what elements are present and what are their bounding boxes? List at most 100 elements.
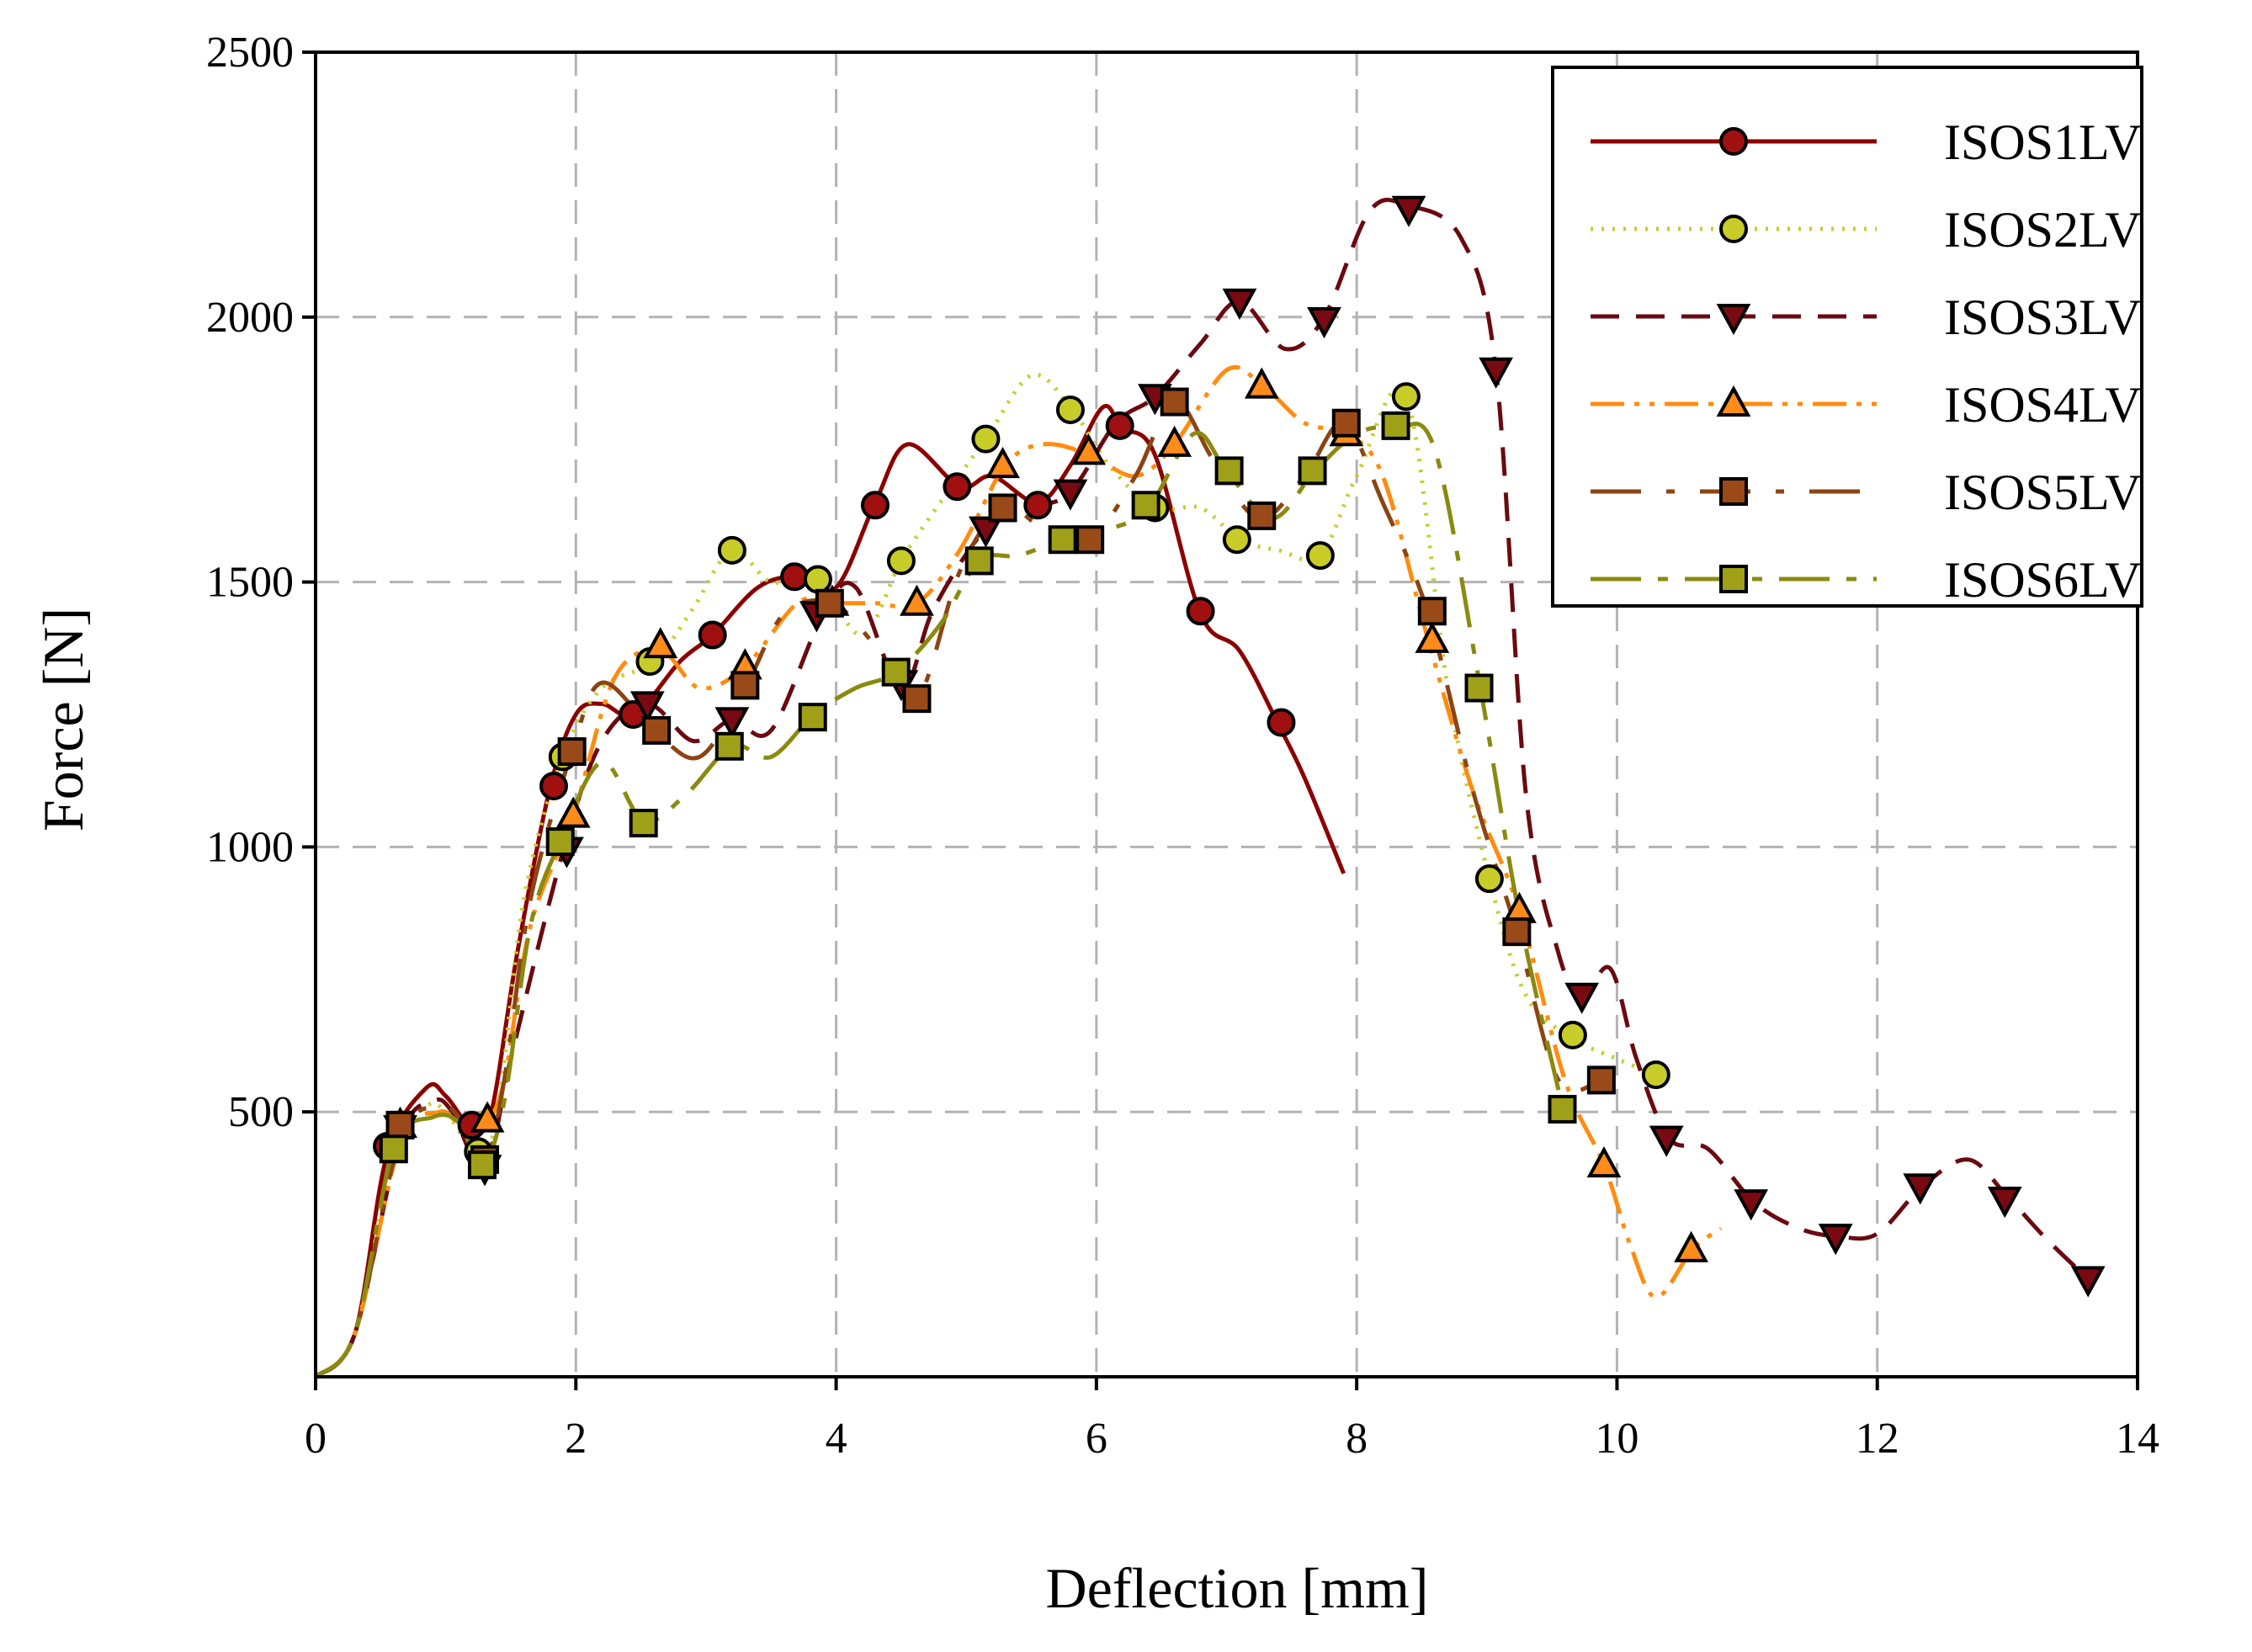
data-point-ISOS3LV xyxy=(1479,357,1513,389)
x-tick-label: 4 xyxy=(826,1415,847,1463)
data-point-ISOS3LV xyxy=(1734,1189,1769,1221)
series-markers-ISOS6LV xyxy=(379,411,1577,1180)
data-point-ISOS4LV xyxy=(643,626,678,659)
series-ISOS3LV xyxy=(314,197,2090,1378)
data-point-ISOS4LV xyxy=(1244,367,1279,399)
y-tick-label: 500 xyxy=(228,1088,294,1136)
data-point-ISOS1LV xyxy=(539,771,568,800)
data-point-ISOS4LV xyxy=(1674,1230,1708,1262)
data-point-ISOS5LV xyxy=(902,684,932,714)
data-point-ISOS5LV xyxy=(1417,597,1447,626)
legend-label: ISOS1LV xyxy=(1944,114,2142,170)
data-point-ISOS5LV xyxy=(1502,917,1532,947)
data-point-ISOS2LV xyxy=(1222,525,1251,555)
legend-item-ISOS3LV: ISOS3LV xyxy=(1591,289,2142,345)
data-point-ISOS2LV xyxy=(886,546,916,576)
series-markers-ISOS5LV xyxy=(385,387,1616,1174)
data-point-ISOS6LV xyxy=(1048,525,1077,555)
data-point-ISOS1LV xyxy=(943,472,972,502)
y-tick-label: 1000 xyxy=(206,823,294,871)
data-point-ISOS6LV xyxy=(964,546,994,576)
legend-marker xyxy=(1719,127,1748,156)
data-point-ISOS4LV xyxy=(985,446,1020,479)
series-layer xyxy=(314,195,2106,1378)
data-point-ISOS5LV xyxy=(642,715,672,745)
data-point-ISOS5LV xyxy=(557,737,587,767)
data-point-ISOS2LV xyxy=(1305,541,1335,571)
data-point-ISOS3LV xyxy=(1053,479,1088,511)
legend-item-ISOS6LV: ISOS6LV xyxy=(1591,552,2142,608)
data-point-ISOS3LV xyxy=(1818,1224,1853,1256)
data-point-ISOS6LV xyxy=(1548,1095,1577,1124)
data-point-ISOS3LV xyxy=(1903,1173,1938,1205)
data-point-ISOS5LV xyxy=(1586,1065,1616,1095)
legend-item-ISOS4LV: ISOS4LV xyxy=(1591,377,2142,433)
y-tick-label: 2500 xyxy=(206,29,294,77)
legend: ISOS1LV ISOS2LV ISOS3LV ISOS4LV ISOS5LV ISOS6… xyxy=(1551,66,2143,608)
legend-label: ISOS3LV xyxy=(1944,289,2142,345)
y-tick-label: 1500 xyxy=(206,559,294,607)
data-point-ISOS2LV xyxy=(1641,1060,1670,1090)
data-point-ISOS3LV xyxy=(1307,306,1341,339)
plot-area-frame xyxy=(314,50,2139,1378)
data-point-ISOS3LV xyxy=(1391,195,1426,227)
data-point-ISOS5LV xyxy=(730,671,760,700)
data-point-ISOS6LV xyxy=(714,731,744,761)
legend-label: ISOS6LV xyxy=(1944,552,2142,608)
series-line-ISOS3LV xyxy=(314,197,2090,1378)
legend-marker xyxy=(1716,385,1751,417)
data-point-ISOS5LV xyxy=(1160,387,1189,417)
legend-box xyxy=(1551,66,2143,608)
data-point-ISOS2LV xyxy=(717,535,746,565)
legend-item-ISOS2LV: ISOS2LV xyxy=(1591,202,2142,258)
legend-label: ISOS4LV xyxy=(1944,377,2142,433)
x-tick-label: 10 xyxy=(1595,1415,1639,1463)
data-point-ISOS4LV xyxy=(1586,1146,1622,1178)
legend-marker xyxy=(1719,477,1748,506)
data-point-ISOS4LV xyxy=(470,1101,505,1133)
data-point-ISOS6LV xyxy=(379,1134,408,1164)
data-point-ISOS6LV xyxy=(798,703,827,732)
data-point-ISOS3LV xyxy=(1987,1187,2022,1219)
x-tick-label: 12 xyxy=(1856,1415,1899,1463)
x-tick-label: 8 xyxy=(1346,1415,1368,1463)
data-point-ISOS6LV xyxy=(1131,491,1161,520)
data-point-ISOS5LV xyxy=(1076,525,1105,555)
legend-label: ISOS2LV xyxy=(1944,202,2142,258)
axis-ticks: 0 2 4 6 8 10 12 14 500 1000 1500 2000 2500 xyxy=(206,29,2159,1463)
x-tick-label: 0 xyxy=(305,1415,327,1463)
data-point-ISOS6LV xyxy=(545,827,575,857)
data-point-ISOS6LV xyxy=(629,809,658,838)
data-point-ISOS3LV xyxy=(1222,288,1257,321)
data-point-ISOS1LV xyxy=(1023,491,1053,520)
legend-label: ISOS5LV xyxy=(1944,465,2142,520)
y-tick-label: 2000 xyxy=(206,294,294,342)
data-point-ISOS1LV xyxy=(1267,708,1296,737)
data-point-ISOS3LV xyxy=(2070,1266,2106,1298)
data-point-ISOS1LV xyxy=(1186,597,1215,626)
data-point-ISOS3LV xyxy=(629,691,665,723)
legend-item-ISOS1LV: ISOS1LV xyxy=(1591,114,2142,170)
data-point-ISOS6LV xyxy=(1464,673,1494,703)
data-point-ISOS6LV xyxy=(1381,411,1410,440)
data-point-ISOS2LV xyxy=(1558,1020,1587,1049)
data-point-ISOS2LV xyxy=(1391,382,1421,412)
data-point-ISOS4LV xyxy=(1071,433,1106,465)
data-point-ISOS1LV xyxy=(1105,411,1134,440)
data-point-ISOS1LV xyxy=(698,620,727,650)
data-point-ISOS1LV xyxy=(780,562,810,592)
x-axis-title: Deflection [mm] xyxy=(1045,1556,1428,1620)
data-point-ISOS4LV xyxy=(900,584,934,616)
data-point-ISOS2LV xyxy=(971,424,1001,454)
legend-marker xyxy=(1716,304,1751,336)
data-point-ISOS5LV xyxy=(1247,501,1277,530)
legend-marker xyxy=(1719,565,1748,593)
x-tick-label: 6 xyxy=(1086,1415,1107,1463)
data-point-ISOS2LV xyxy=(1055,395,1085,424)
data-point-ISOS6LV xyxy=(467,1150,497,1180)
data-point-ISOS4LV xyxy=(1157,425,1192,457)
data-point-ISOS3LV xyxy=(1649,1125,1684,1157)
data-point-ISOS3LV xyxy=(1564,982,1600,1014)
legend-marker xyxy=(1719,215,1748,243)
